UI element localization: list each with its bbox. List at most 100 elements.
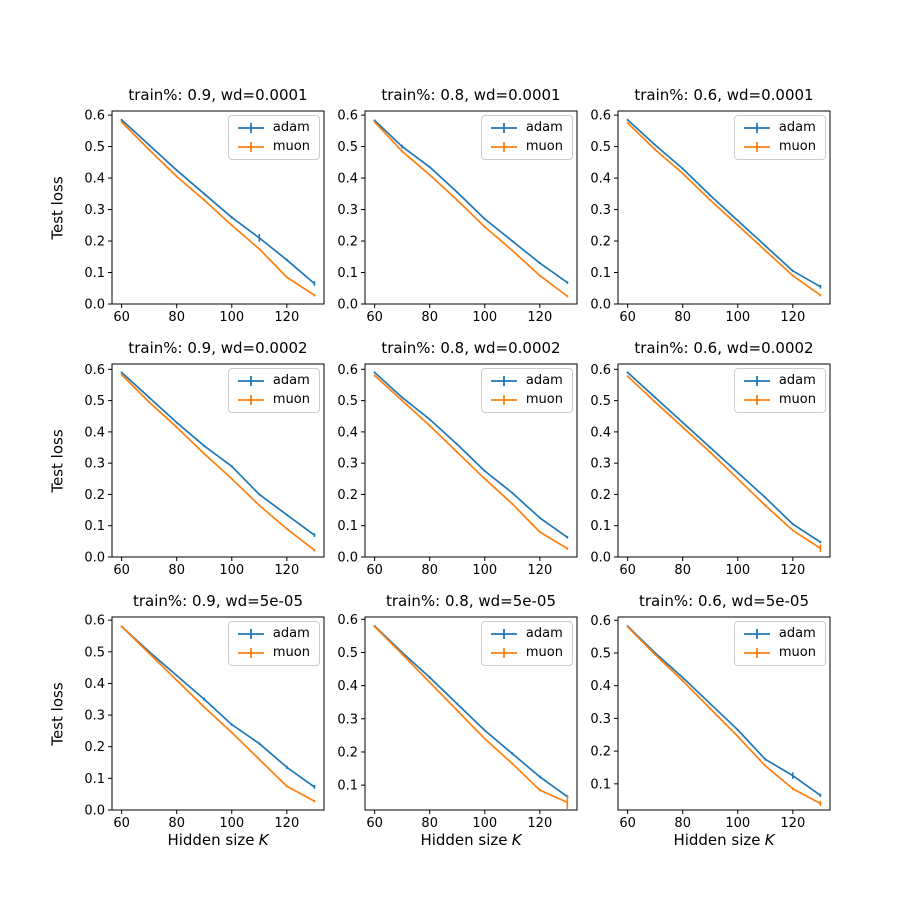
svg-text:0.0: 0.0 — [337, 551, 358, 566]
svg-text:120: 120 — [274, 816, 299, 831]
svg-text:0.2: 0.2 — [337, 235, 358, 250]
legend-label: muon — [272, 645, 310, 660]
legend-item: muon — [489, 139, 563, 155]
svg-text:120: 120 — [527, 310, 552, 325]
subplot-6: train%: 0.6, wd=0.0002 60 80 100 120 0.0 0.1 0… — [556, 335, 836, 597]
legend-item: muon — [742, 645, 816, 661]
svg-text:0.4: 0.4 — [337, 679, 358, 694]
legend: adam muon — [733, 368, 826, 413]
legend-item: muon — [489, 645, 563, 661]
subplot-title: train%: 0.9, wd=0.0002 — [128, 339, 308, 357]
svg-text:0.6: 0.6 — [84, 363, 105, 378]
svg-text:120: 120 — [527, 563, 552, 578]
svg-text:100: 100 — [219, 310, 244, 325]
legend-item: adam — [236, 626, 310, 642]
legend-item: adam — [742, 120, 816, 136]
legend-label: adam — [272, 373, 310, 388]
svg-text:0.4: 0.4 — [84, 425, 105, 440]
errorbar-marker-icon — [490, 648, 517, 658]
svg-text:80: 80 — [674, 816, 691, 831]
svg-text:0.0: 0.0 — [590, 298, 611, 313]
svg-text:0.5: 0.5 — [337, 140, 358, 155]
svg-text:0.3: 0.3 — [84, 457, 105, 472]
subplot-4: train%: 0.9, wd=0.0002 Test loss 60 80 100… — [49, 335, 330, 597]
svg-text:100: 100 — [472, 816, 497, 831]
svg-text:0.2: 0.2 — [84, 740, 105, 755]
errorbar-marker-icon — [237, 648, 264, 658]
legend-label: adam — [272, 626, 310, 641]
svg-text:100: 100 — [219, 816, 244, 831]
legend-label: muon — [272, 139, 310, 154]
legend: adam muon — [733, 621, 826, 666]
legend-item: adam — [489, 373, 563, 389]
svg-text:100: 100 — [472, 310, 497, 325]
legend: adam muon — [733, 115, 826, 160]
legend-item: adam — [489, 626, 563, 642]
errorbar-marker-icon — [743, 395, 770, 405]
svg-text:0.3: 0.3 — [590, 712, 611, 727]
svg-text:80: 80 — [674, 310, 691, 325]
legend-label: adam — [272, 120, 310, 135]
x-axis-label: Hidden size K — [420, 831, 522, 849]
legend-item: adam — [236, 373, 310, 389]
svg-text:0.3: 0.3 — [590, 203, 611, 218]
subplot-title: train%: 0.8, wd=5e-05 — [385, 592, 556, 610]
errorbar-marker-icon — [743, 123, 770, 133]
svg-text:0.5: 0.5 — [590, 140, 611, 155]
legend-item: adam — [236, 120, 310, 136]
legend-item: adam — [489, 120, 563, 136]
errorbar-marker-icon — [743, 142, 770, 152]
plot-area: 60 80 100 120 0.0 0.1 0.2 0.3 0.4 0.5 0.6 — [590, 109, 831, 325]
plot-area: 60 80 100 120 0.1 0.2 0.3 0.4 0.5 0.6 — [337, 613, 578, 831]
svg-text:0.5: 0.5 — [84, 394, 105, 409]
legend-item: adam — [742, 626, 816, 642]
svg-text:80: 80 — [168, 816, 185, 831]
subplot-title: train%: 0.6, wd=5e-05 — [638, 592, 809, 610]
svg-text:0.1: 0.1 — [84, 772, 105, 787]
svg-text:0.2: 0.2 — [590, 745, 611, 760]
svg-text:0.3: 0.3 — [590, 457, 611, 472]
legend-label: muon — [525, 645, 563, 660]
svg-text:80: 80 — [168, 563, 185, 578]
legend-label: adam — [525, 120, 563, 135]
svg-text:120: 120 — [274, 310, 299, 325]
svg-text:0.0: 0.0 — [84, 551, 105, 566]
svg-text:0.3: 0.3 — [337, 712, 358, 727]
subplot-title: train%: 0.8, wd=0.0001 — [381, 86, 561, 104]
svg-text:0.5: 0.5 — [84, 140, 105, 155]
errorbar-marker-icon — [743, 629, 770, 639]
subplot-9: train%: 0.6, wd=5e-05 60 80 100 120 0.1 0.2 0.… — [556, 588, 836, 850]
svg-text:60: 60 — [619, 310, 636, 325]
svg-text:0.1: 0.1 — [84, 519, 105, 534]
legend-label: adam — [525, 373, 563, 388]
svg-text:0.4: 0.4 — [590, 172, 611, 187]
svg-text:0.6: 0.6 — [337, 109, 358, 124]
svg-text:0.2: 0.2 — [337, 488, 358, 503]
svg-text:60: 60 — [619, 563, 636, 578]
plot-area: 60 80 100 120 0.0 0.1 0.2 0.3 0.4 0.5 0.6 — [84, 363, 325, 578]
svg-text:0.3: 0.3 — [84, 709, 105, 724]
svg-text:60: 60 — [113, 310, 130, 325]
legend-label: muon — [778, 392, 816, 407]
svg-text:100: 100 — [725, 310, 750, 325]
errorbar-marker-icon — [490, 123, 517, 133]
svg-text:0.6: 0.6 — [337, 613, 358, 628]
svg-text:0.0: 0.0 — [84, 804, 105, 819]
subplot-title: train%: 0.9, wd=5e-05 — [132, 592, 303, 610]
svg-text:0.5: 0.5 — [337, 646, 358, 661]
plot-area: 60 80 100 120 0.0 0.1 0.2 0.3 0.4 0.5 0.6 — [84, 614, 325, 831]
svg-text:0.6: 0.6 — [590, 614, 611, 629]
errorbar-marker-icon — [237, 395, 264, 405]
legend-label: muon — [778, 139, 816, 154]
x-axis-label: Hidden size K — [167, 831, 269, 849]
svg-text:100: 100 — [219, 563, 244, 578]
legend-item: muon — [742, 392, 816, 408]
svg-text:0.3: 0.3 — [84, 203, 105, 218]
svg-text:80: 80 — [421, 816, 438, 831]
errorbar-marker-icon — [490, 629, 517, 639]
svg-text:120: 120 — [527, 816, 552, 831]
svg-text:0.1: 0.1 — [590, 519, 611, 534]
svg-text:0.0: 0.0 — [590, 551, 611, 566]
plot-area: 60 80 100 120 0.0 0.1 0.2 0.3 0.4 0.5 0.6 — [337, 363, 578, 578]
svg-text:0.1: 0.1 — [84, 266, 105, 281]
